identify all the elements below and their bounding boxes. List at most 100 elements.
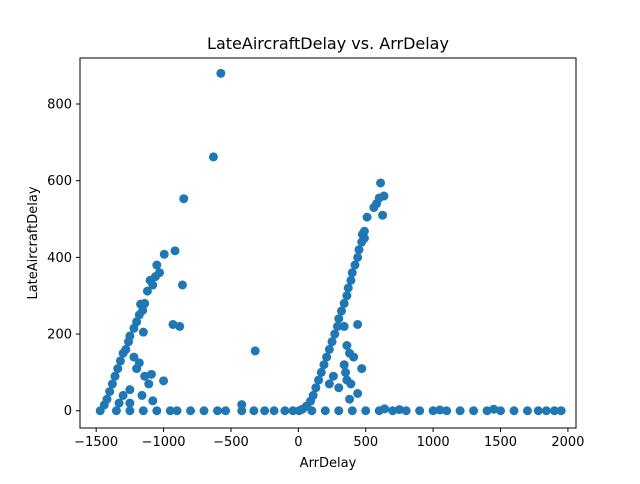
x-tick-label: −1500 (74, 435, 118, 450)
data-point-0-105 (339, 360, 349, 370)
data-point-0-43 (249, 406, 259, 416)
data-point-0-81 (342, 291, 352, 301)
data-point-0-32 (125, 406, 135, 416)
y-tick-label: 200 (47, 328, 72, 343)
data-point-0-133 (549, 406, 559, 416)
data-point-0-18 (138, 327, 148, 337)
data-point-0-111 (328, 371, 338, 381)
data-point-0-15 (134, 310, 144, 320)
data-point-0-22 (118, 348, 128, 358)
data-point-0-25 (110, 371, 120, 381)
data-point-0-130 (522, 406, 532, 416)
data-point-0-33 (138, 406, 148, 416)
x-tick-label: 1500 (484, 435, 517, 450)
y-tick-label: 0 (64, 404, 72, 419)
data-point-0-86 (330, 329, 340, 339)
data-point-0-23 (115, 356, 125, 366)
data-point-0-100 (339, 321, 349, 331)
data-point-0-27 (105, 387, 115, 397)
data-point-0-77 (350, 260, 360, 270)
data-point-0-78 (347, 268, 357, 278)
data-point-0-5 (152, 260, 162, 270)
data-point-0-51 (159, 376, 169, 386)
data-point-0-44 (250, 346, 260, 356)
data-point-0-125 (455, 406, 465, 416)
data-point-0-92 (314, 375, 324, 385)
data-point-0-57 (129, 352, 139, 362)
data-point-0-40 (221, 406, 231, 416)
data-point-0-108 (346, 379, 356, 389)
data-point-0-70 (362, 212, 372, 222)
data-point-0-88 (324, 344, 334, 354)
data-point-0-50 (175, 321, 185, 331)
data-point-0-82 (339, 298, 349, 308)
data-point-0-138 (489, 404, 499, 414)
data-point-0-126 (469, 406, 479, 416)
data-point-0-80 (343, 283, 353, 293)
data-point-0-79 (346, 275, 356, 285)
x-tick-label: 500 (353, 435, 378, 450)
data-point-0-59 (125, 385, 135, 395)
data-point-0-1 (208, 152, 218, 162)
data-point-0-24 (113, 364, 123, 374)
chart-title: LateAircraftDelay vs. ArrDelay (207, 34, 449, 53)
data-points (95, 68, 566, 416)
data-point-0-112 (324, 379, 334, 389)
data-point-0-115 (320, 406, 330, 416)
data-point-0-20 (124, 337, 134, 347)
data-point-0-53 (144, 379, 154, 389)
data-point-0-90 (319, 360, 329, 370)
x-tick-label: −1000 (142, 435, 186, 450)
data-point-0-3 (170, 246, 180, 256)
data-point-0-110 (334, 383, 344, 393)
x-tick-label: 0 (294, 435, 302, 450)
data-point-0-101 (342, 341, 352, 351)
data-point-0-129 (509, 406, 519, 416)
x-tick-label: −500 (213, 435, 249, 450)
data-point-0-99 (353, 319, 363, 329)
data-point-0-87 (327, 337, 337, 347)
data-point-0-74 (357, 237, 367, 247)
data-point-0-45 (260, 406, 270, 416)
data-point-0-38 (199, 406, 209, 416)
x-axis-ticks: −1500 −1000 −500 0 500 1000 1500 2000 (74, 428, 584, 450)
data-point-0-127 (482, 406, 492, 416)
data-point-0-26 (107, 379, 117, 389)
data-point-0-69 (378, 210, 388, 220)
data-point-0-132 (541, 406, 551, 416)
data-point-0-60 (118, 390, 128, 400)
data-point-0-83 (336, 306, 346, 316)
data-point-0-109 (353, 388, 363, 398)
data-point-0-34 (152, 406, 162, 416)
x-tick-label: 1000 (417, 435, 450, 450)
data-point-0-91 (316, 367, 326, 377)
data-point-0-113 (345, 394, 355, 404)
data-point-0-4 (159, 249, 169, 259)
data-point-0-121 (401, 406, 411, 416)
data-point-0-98 (294, 406, 304, 416)
data-point-0-104 (357, 364, 367, 374)
data-point-0-131 (533, 406, 543, 416)
data-point-0-63 (137, 390, 147, 400)
data-point-0-31 (111, 406, 121, 416)
data-point-0-2 (179, 194, 189, 204)
y-tick-label: 400 (47, 251, 72, 266)
y-axis-label: LateAircraftDelay (26, 186, 41, 299)
data-point-0-124 (442, 406, 452, 416)
data-point-0-136 (394, 405, 404, 415)
data-point-0-93 (311, 383, 321, 393)
data-point-0-9 (148, 280, 158, 290)
y-tick-label: 600 (47, 174, 72, 189)
data-point-0-64 (376, 178, 386, 188)
data-point-0-120 (388, 406, 398, 416)
data-point-0-137 (435, 405, 445, 415)
data-point-0-89 (322, 352, 332, 362)
data-point-0-128 (496, 406, 506, 416)
y-axis-ticks: 0 200 400 600 800 (47, 98, 80, 419)
data-point-0-39 (212, 406, 222, 416)
data-point-0-122 (415, 406, 425, 416)
data-point-0-134 (556, 406, 566, 416)
data-point-0-117 (347, 406, 357, 416)
